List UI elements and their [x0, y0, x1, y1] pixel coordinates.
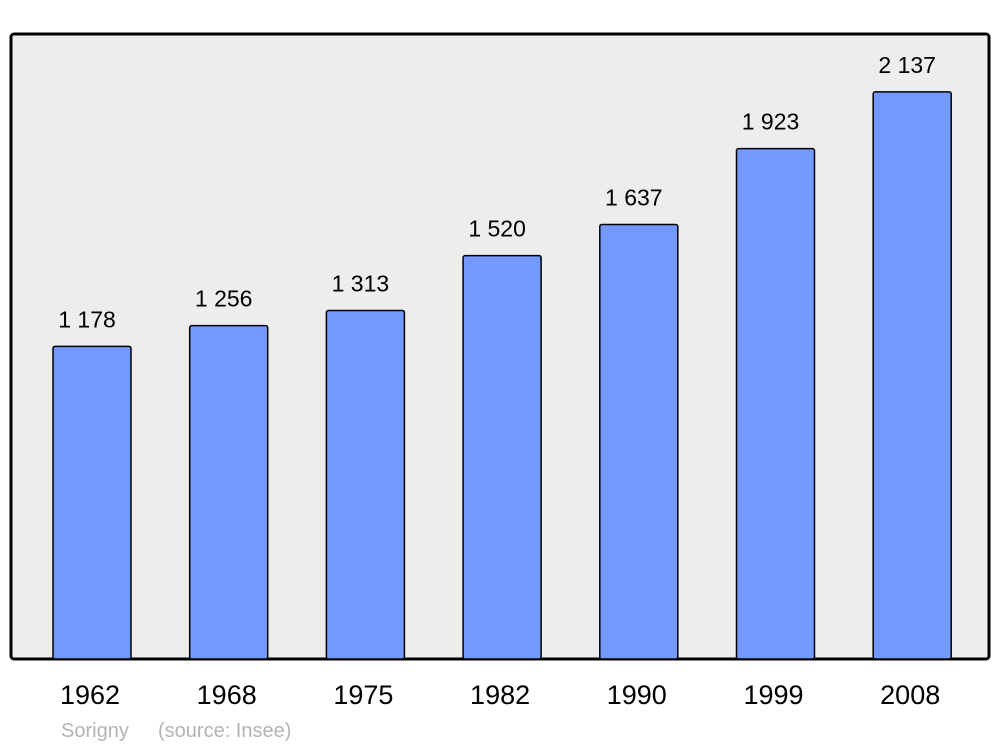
value-label-1990: 1 637 — [605, 185, 663, 211]
bar-1999 — [735, 147, 816, 660]
bar-1975 — [325, 309, 406, 660]
footer-source: (source: Insee) — [158, 720, 291, 742]
bar-1968 — [188, 324, 269, 660]
x-tick-1975: 1975 — [333, 680, 393, 710]
x-tick-1999: 1999 — [743, 680, 803, 710]
x-tick-1968: 1968 — [197, 680, 257, 710]
bar-1962 — [52, 345, 132, 660]
value-label-2008: 2 137 — [878, 52, 936, 78]
value-label-1975: 1 313 — [332, 271, 390, 297]
x-tick-1990: 1990 — [607, 680, 667, 710]
value-label-1982: 1 520 — [468, 216, 526, 242]
value-label-1962: 1 178 — [58, 306, 116, 332]
footer-place: Sorigny — [61, 720, 129, 742]
x-tick-2008: 2008 — [880, 680, 940, 710]
bar-1982 — [462, 254, 542, 660]
bar-1990 — [599, 223, 679, 660]
bar-2008 — [872, 91, 952, 660]
x-tick-1982: 1982 — [470, 680, 530, 710]
value-label-1999: 1 923 — [742, 109, 800, 135]
x-tick-1962: 1962 — [60, 680, 120, 710]
value-label-1968: 1 256 — [195, 286, 253, 312]
